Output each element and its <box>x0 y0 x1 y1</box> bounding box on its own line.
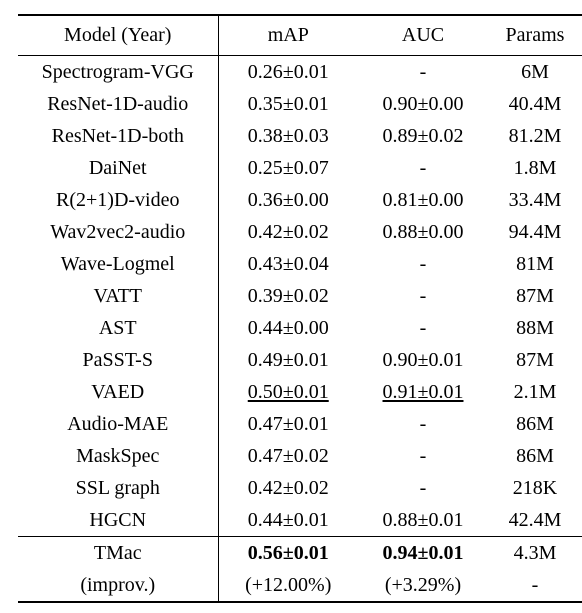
cell-map: 0.42±0.02 <box>218 472 358 504</box>
col-header-map: mAP <box>218 15 358 56</box>
cell-auc: - <box>358 408 488 440</box>
cell-map: 0.47±0.02 <box>218 440 358 472</box>
cell-params: 87M <box>488 280 582 312</box>
results-table: Model (Year) mAP AUC Params Spectrogram-… <box>18 14 582 603</box>
cell-map-value: 0.50±0.01 <box>248 381 329 403</box>
cell-map: 0.36±0.00 <box>218 184 358 216</box>
cell-auc-value: 0.91±0.01 <box>383 381 464 403</box>
cell-map: 0.44±0.01 <box>218 504 358 537</box>
table-row: ResNet-1D-both 0.38±0.03 0.89±0.02 81.2M <box>18 120 582 152</box>
cell-params: 2.1M <box>488 376 582 408</box>
cell-model: Audio-MAE <box>18 408 218 440</box>
cell-model: ResNet-1D-both <box>18 120 218 152</box>
cell-params: - <box>488 569 582 602</box>
cell-auc: - <box>358 248 488 280</box>
cell-auc: 0.88±0.00 <box>358 216 488 248</box>
cell-params: 81.2M <box>488 120 582 152</box>
results-table-container: Model (Year) mAP AUC Params Spectrogram-… <box>0 0 582 613</box>
cell-params: 88M <box>488 312 582 344</box>
cell-params: 4.3M <box>488 537 582 570</box>
cell-map: 0.25±0.07 <box>218 152 358 184</box>
col-header-auc: AUC <box>358 15 488 56</box>
table-row: AST 0.44±0.00 - 88M <box>18 312 582 344</box>
table-row: Audio-MAE 0.47±0.01 - 86M <box>18 408 582 440</box>
cell-model: HGCN <box>18 504 218 537</box>
cell-auc: 0.90±0.00 <box>358 88 488 120</box>
table-row: SSL graph 0.42±0.02 - 218K <box>18 472 582 504</box>
cell-auc: - <box>358 312 488 344</box>
cell-model: R(2+1)D-video <box>18 184 218 216</box>
cell-map: 0.44±0.00 <box>218 312 358 344</box>
cell-params: 40.4M <box>488 88 582 120</box>
cell-params: 87M <box>488 344 582 376</box>
cell-map: 0.49±0.01 <box>218 344 358 376</box>
cell-auc: - <box>358 472 488 504</box>
cell-auc: 0.90±0.01 <box>358 344 488 376</box>
table-header-row: Model (Year) mAP AUC Params <box>18 15 582 56</box>
table-row: R(2+1)D-video 0.36±0.00 0.81±0.00 33.4M <box>18 184 582 216</box>
cell-model: SSL graph <box>18 472 218 504</box>
cell-auc: 0.81±0.00 <box>358 184 488 216</box>
cell-model: Wave-Logmel <box>18 248 218 280</box>
cell-auc: - <box>358 440 488 472</box>
cell-map: 0.47±0.01 <box>218 408 358 440</box>
cell-auc: (+3.29%) <box>358 569 488 602</box>
cell-params: 33.4M <box>488 184 582 216</box>
cell-model: PaSST-S <box>18 344 218 376</box>
cell-map: (+12.00%) <box>218 569 358 602</box>
cell-auc-value: 0.94±0.01 <box>383 542 464 564</box>
cell-map: 0.38±0.03 <box>218 120 358 152</box>
table-row: HGCN 0.44±0.01 0.88±0.01 42.4M <box>18 504 582 537</box>
table-row: Wave-Logmel 0.43±0.04 - 81M <box>18 248 582 280</box>
cell-model: ResNet-1D-audio <box>18 88 218 120</box>
cell-map: 0.42±0.02 <box>218 216 358 248</box>
cell-params: 42.4M <box>488 504 582 537</box>
table-row: VATT 0.39±0.02 - 87M <box>18 280 582 312</box>
cell-auc: 0.94±0.01 <box>358 537 488 570</box>
table-row: ResNet-1D-audio 0.35±0.01 0.90±0.00 40.4… <box>18 88 582 120</box>
cell-params: 86M <box>488 440 582 472</box>
cell-map: 0.35±0.01 <box>218 88 358 120</box>
cell-auc: - <box>358 152 488 184</box>
cell-model: Spectrogram-VGG <box>18 56 218 89</box>
table-row: Spectrogram-VGG 0.26±0.01 - 6M <box>18 56 582 89</box>
cell-params: 94.4M <box>488 216 582 248</box>
cell-model: TMac <box>18 537 218 570</box>
table-row: MaskSpec 0.47±0.02 - 86M <box>18 440 582 472</box>
cell-map: 0.26±0.01 <box>218 56 358 89</box>
col-header-params: Params <box>488 15 582 56</box>
table-footer-row: TMac 0.56±0.01 0.94±0.01 4.3M <box>18 537 582 570</box>
cell-auc: 0.89±0.02 <box>358 120 488 152</box>
cell-model: MaskSpec <box>18 440 218 472</box>
cell-auc: - <box>358 280 488 312</box>
table-row: Wav2vec2-audio 0.42±0.02 0.88±0.00 94.4M <box>18 216 582 248</box>
cell-map: 0.56±0.01 <box>218 537 358 570</box>
cell-params: 81M <box>488 248 582 280</box>
cell-map: 0.39±0.02 <box>218 280 358 312</box>
cell-params: 218K <box>488 472 582 504</box>
cell-model: DaiNet <box>18 152 218 184</box>
table-footer-row: (improv.) (+12.00%) (+3.29%) - <box>18 569 582 602</box>
cell-auc: - <box>358 56 488 89</box>
cell-map-value: 0.56±0.01 <box>248 542 329 564</box>
cell-model: Wav2vec2-audio <box>18 216 218 248</box>
cell-map: 0.43±0.04 <box>218 248 358 280</box>
cell-model: VATT <box>18 280 218 312</box>
cell-auc: 0.91±0.01 <box>358 376 488 408</box>
cell-model: VAED <box>18 376 218 408</box>
cell-params: 1.8M <box>488 152 582 184</box>
cell-params: 86M <box>488 408 582 440</box>
cell-map: 0.50±0.01 <box>218 376 358 408</box>
table-row: PaSST-S 0.49±0.01 0.90±0.01 87M <box>18 344 582 376</box>
col-header-model: Model (Year) <box>18 15 218 56</box>
table-row: DaiNet 0.25±0.07 - 1.8M <box>18 152 582 184</box>
table-row: VAED 0.50±0.01 0.91±0.01 2.1M <box>18 376 582 408</box>
cell-params: 6M <box>488 56 582 89</box>
cell-auc: 0.88±0.01 <box>358 504 488 537</box>
cell-model: AST <box>18 312 218 344</box>
cell-model: (improv.) <box>18 569 218 602</box>
